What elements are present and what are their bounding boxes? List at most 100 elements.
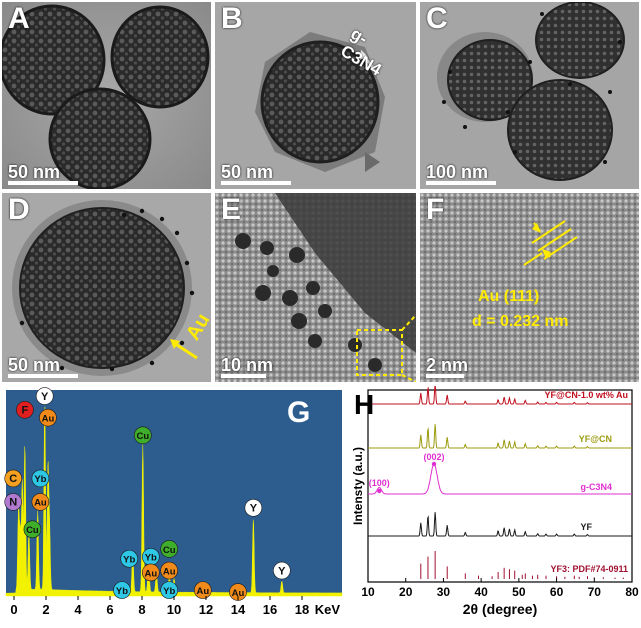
xrd-trace <box>368 512 632 537</box>
element-badge <box>160 540 178 558</box>
au-arrow <box>173 341 198 360</box>
xrd-pattern-chart: YF@CN-1.0 wt% Au YF@CN g-C3N4 YF YF3: PDF#74… <box>350 384 641 623</box>
au-plane-label: Au (111) <box>478 288 540 305</box>
xrd-background <box>350 386 641 623</box>
element-badge-label: Cu <box>136 431 149 442</box>
eds-plot-area <box>6 390 342 596</box>
element-badge-label: Cu <box>163 545 176 556</box>
x-tick-label: 2 <box>42 602 49 617</box>
tem-image-f <box>420 193 639 382</box>
element-badge <box>134 426 152 445</box>
xrd-trace <box>368 384 632 405</box>
x-tick-label: 16 <box>263 602 277 617</box>
series-label: YF3: PDF#74-0911 <box>550 564 628 574</box>
element-badge <box>229 583 247 601</box>
tem-image-e <box>215 193 416 382</box>
panel-label-d: D <box>8 193 30 226</box>
element-badge <box>113 581 131 599</box>
x-tick-label: 12 <box>199 602 213 617</box>
scale-bar-b: 50 nm <box>221 163 291 185</box>
peak-annotation: (100) <box>369 478 390 488</box>
tem-image-b <box>215 2 416 189</box>
panel-label-e: E <box>221 193 242 226</box>
eds-spectrum-area <box>5 406 343 597</box>
element-badge <box>31 469 50 488</box>
element-badge <box>244 499 263 517</box>
element-badge-label: Yb <box>34 474 46 485</box>
g-c3n4-arrow <box>361 53 379 75</box>
x-tick-label: 30 <box>437 585 451 599</box>
scale-line-e <box>221 374 266 378</box>
scale-text-a: 50 nm <box>8 162 61 182</box>
peak-annotation: (002) <box>423 452 444 462</box>
element-badge-label: N <box>9 497 17 509</box>
tem-image-a <box>2 2 211 189</box>
scale-line-c <box>426 181 496 185</box>
tem-image-c <box>420 2 639 189</box>
panel-a: A 50 nm <box>2 2 211 189</box>
scale-bar-e: 10 nm <box>221 356 273 378</box>
panel-label-f: F <box>426 193 445 226</box>
series-label: g-C3N4 <box>580 482 612 492</box>
x-axis-label: KeV <box>315 602 341 617</box>
series-label: YF@CN-1.0 wt% Au <box>545 390 628 400</box>
tem-image-d <box>2 193 211 382</box>
element-badge <box>142 563 160 582</box>
scale-bar-c: 100 nm <box>426 163 496 185</box>
y-axis-label: Intensty (a.u.) <box>351 447 365 525</box>
element-badge-label: Y <box>250 503 258 515</box>
element-badge-label: Au <box>196 586 209 597</box>
element-badge-label: Y <box>41 391 49 403</box>
element-badge <box>273 561 291 580</box>
element-badge <box>4 493 22 511</box>
element-badge-label: Au <box>232 588 245 599</box>
scale-line-a <box>8 181 78 185</box>
x-axis-label: 2θ (degree) <box>463 601 537 617</box>
element-badge-label: Au <box>163 566 176 577</box>
element-badge-label: F <box>22 405 29 417</box>
element-badge-label: Yb <box>116 586 128 597</box>
element-badge-label: Au <box>144 568 157 579</box>
xrd-trace <box>368 463 632 495</box>
scale-line-b <box>221 181 291 185</box>
element-badge <box>31 493 50 511</box>
x-tick-label: 80 <box>625 585 639 599</box>
element-badge <box>35 387 54 405</box>
element-badge <box>4 469 22 488</box>
x-tick-label: 20 <box>399 585 413 599</box>
element-badge <box>120 549 138 568</box>
scale-bar-a: 50 nm <box>8 163 78 185</box>
element-badge-label: Au <box>42 413 55 424</box>
element-badge-label: Y <box>278 565 286 577</box>
panel-c: C 100 nm <box>420 2 639 189</box>
xrd-plot-frame <box>367 389 633 583</box>
x-tick-label: 18 <box>295 602 309 617</box>
element-badge <box>194 581 212 599</box>
x-tick-label: 4 <box>74 602 82 617</box>
x-tick-label: 40 <box>474 585 488 599</box>
panel-e: E 10 nm <box>215 193 416 382</box>
x-tick-label: 10 <box>167 602 181 617</box>
element-badge <box>160 561 178 580</box>
element-badge-label: Yb <box>163 586 175 597</box>
scale-bar-f: 2 nm <box>426 356 468 378</box>
x-tick-label: 0 <box>10 602 17 617</box>
element-badge <box>160 581 178 599</box>
x-tick-label: 60 <box>550 585 564 599</box>
d-spacing-label: d = 0.232 nm <box>472 313 569 330</box>
zoom-region-box <box>356 329 403 376</box>
x-tick-label: 50 <box>512 585 526 599</box>
scale-text-b: 50 nm <box>221 162 274 182</box>
element-badge <box>16 400 34 419</box>
xrd-trace <box>368 424 632 449</box>
panel-label-b: B <box>221 2 243 35</box>
scale-text-f: 2 nm <box>426 355 469 375</box>
x-tick-label: 14 <box>231 602 246 617</box>
element-badge <box>23 520 42 539</box>
panel-label-a: A <box>8 2 30 35</box>
element-badge-label: C <box>9 473 17 485</box>
scale-line-d <box>8 374 78 378</box>
scale-line-f <box>426 374 464 378</box>
panel-f: F Au (111) d = 0.232 nm 2 nm <box>420 193 639 382</box>
